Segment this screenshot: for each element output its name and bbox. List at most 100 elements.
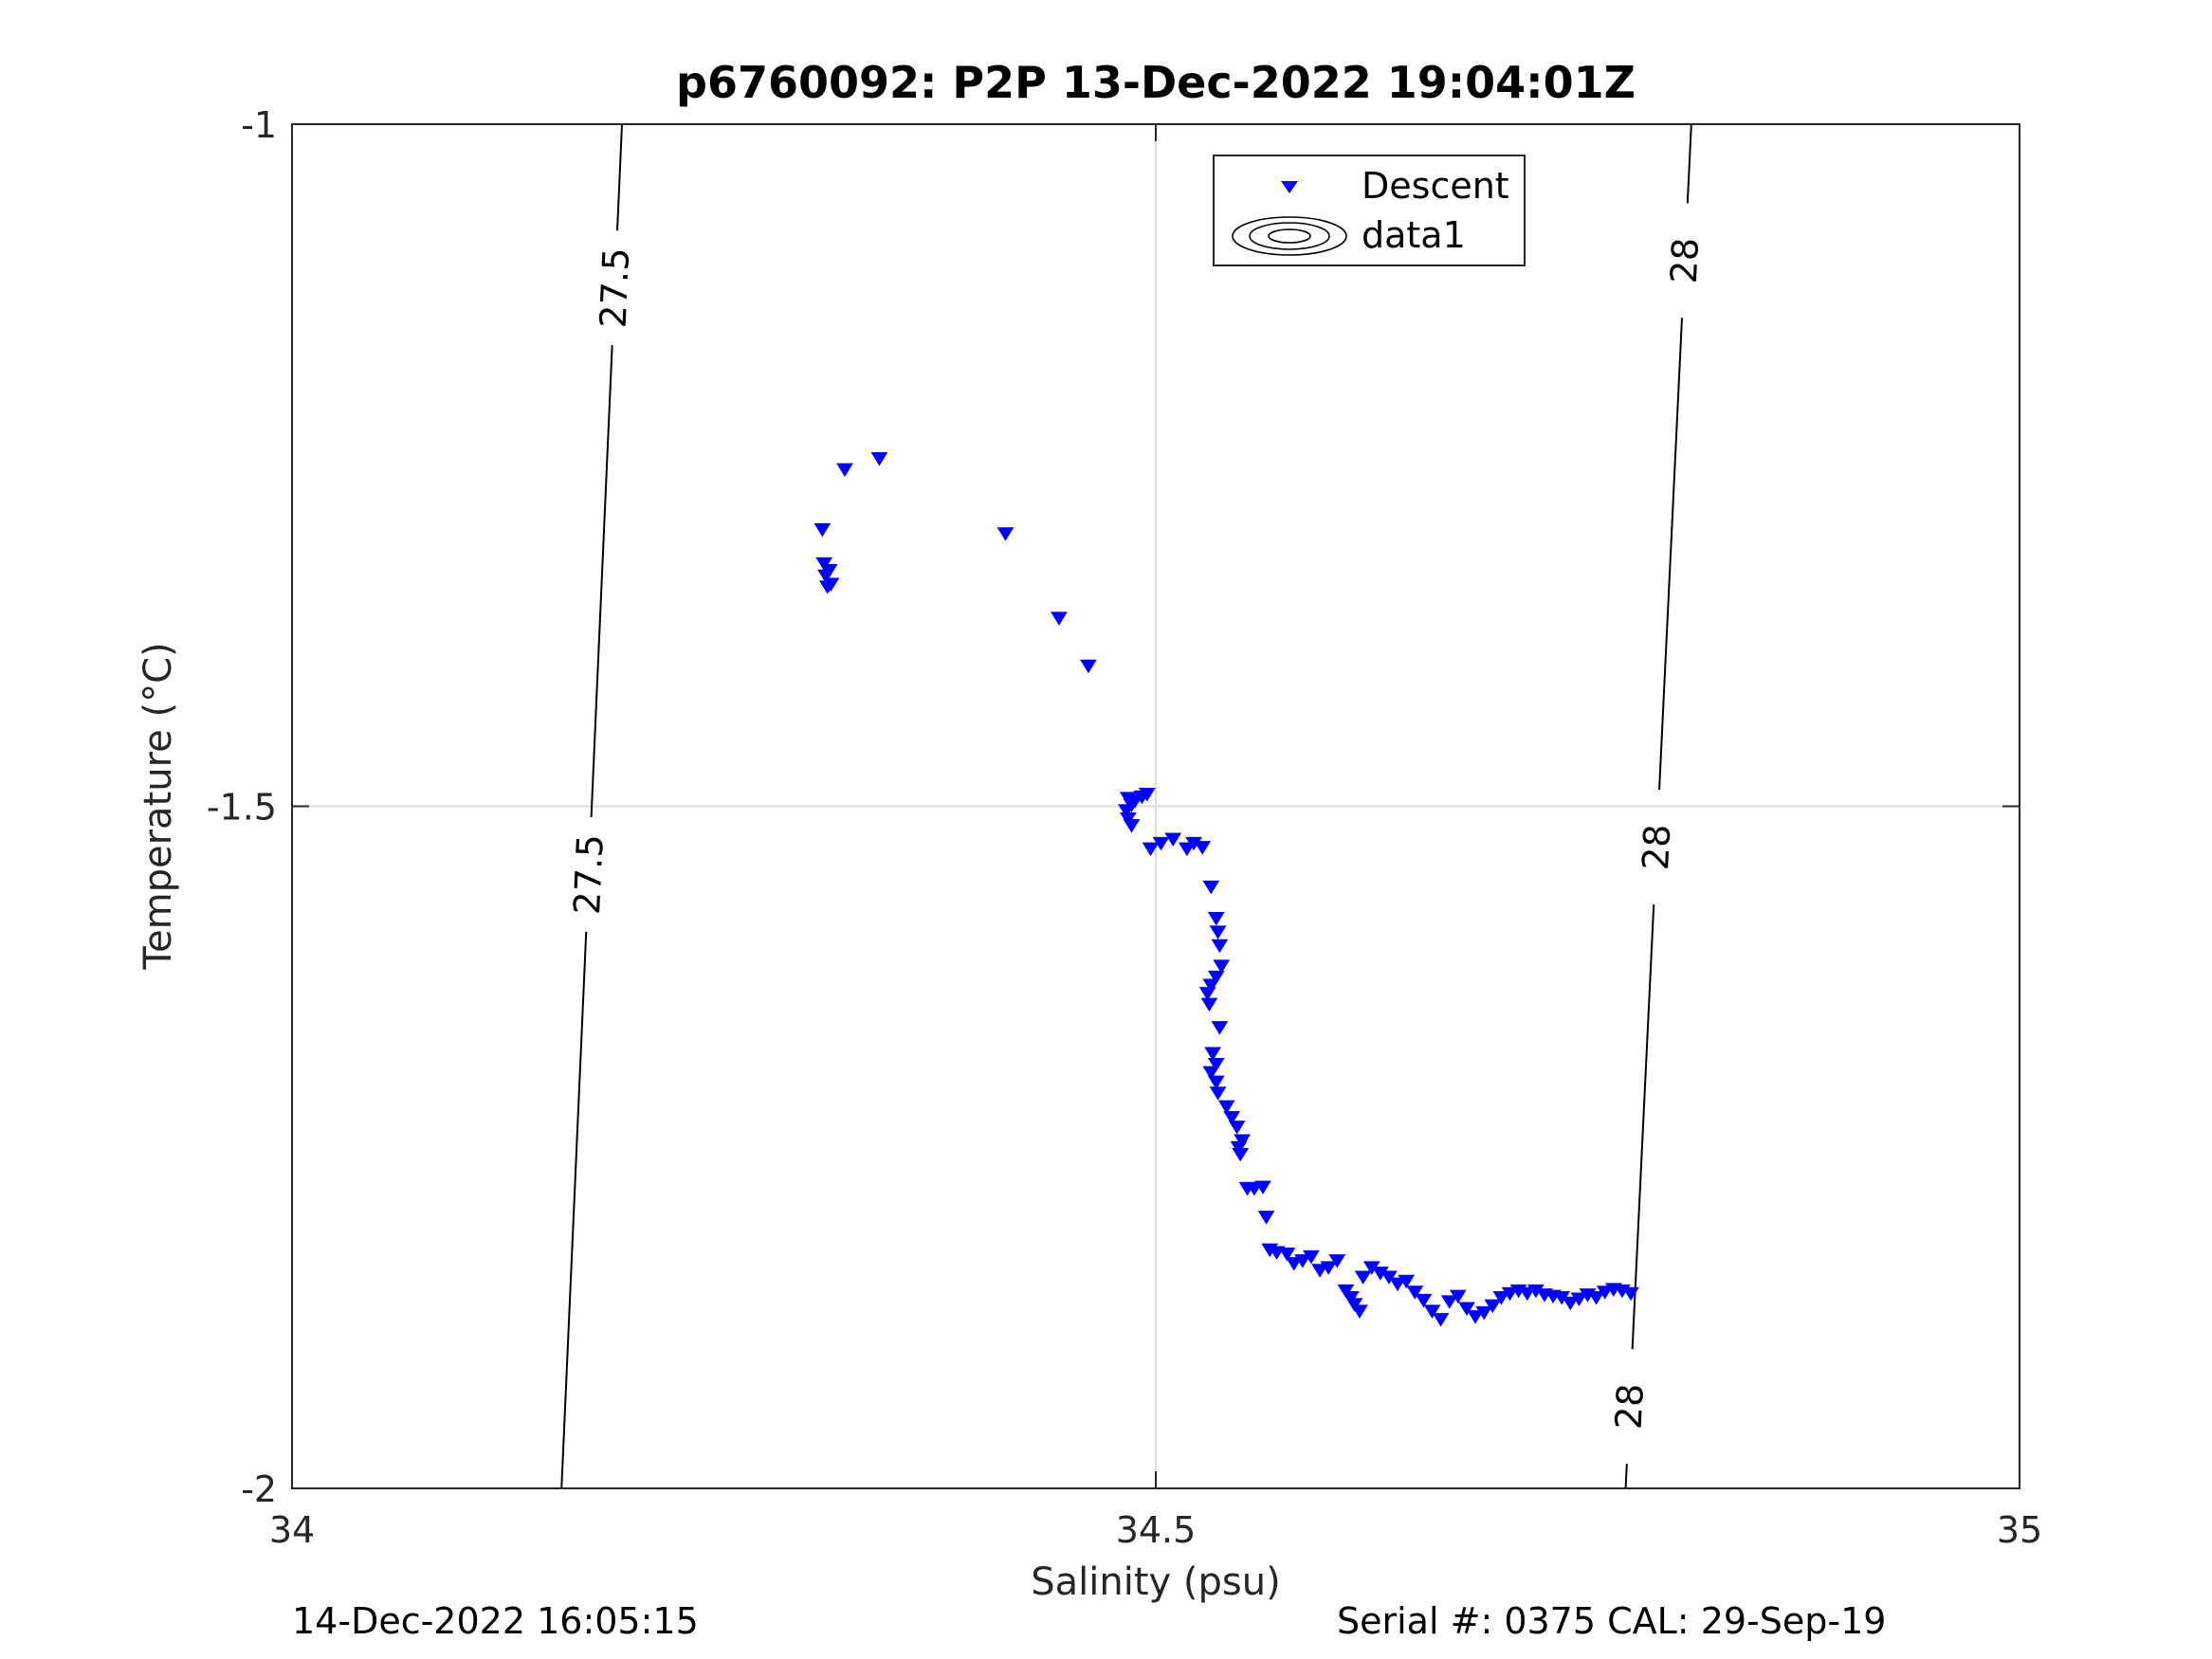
descent-point	[1303, 1249, 1320, 1265]
descent-point	[1351, 1304, 1368, 1319]
descent-point	[1123, 819, 1141, 833]
descent-point	[1596, 1285, 1614, 1300]
footer-serial-cal: Serial #: 0375 CAL: 29-Sep-19	[1337, 1600, 1887, 1642]
grid-lines	[292, 124, 2020, 1488]
descent-point	[1119, 811, 1137, 827]
descent-point	[1587, 1291, 1605, 1305]
tick-labels: 34 34.5 35 -2 -1.5 -1	[207, 104, 2042, 1551]
descent-points	[814, 452, 1639, 1327]
isopycnal-label: 27.5	[592, 246, 637, 328]
descent-point	[1200, 997, 1218, 1012]
chart-title: p6760092: P2P 13-Dec-2022 19:04:01Z	[676, 57, 1636, 108]
descent-point	[814, 522, 832, 538]
legend-contour-icon	[1232, 216, 1347, 256]
x-tick-label: 34	[269, 1509, 315, 1551]
descent-point	[1209, 1086, 1227, 1101]
descent-point	[1211, 1021, 1229, 1035]
descent-point	[1202, 978, 1220, 993]
isopycnal-line	[1631, 904, 1655, 1350]
x-axis-label: Salinity (psu)	[1031, 1560, 1280, 1604]
descent-point	[1449, 1289, 1467, 1304]
y-tick-label: -1.5	[207, 787, 277, 829]
descent-point	[1570, 1292, 1588, 1306]
isopycnal-line	[1658, 318, 1683, 791]
isopycnal-label: 27.5	[566, 833, 612, 915]
descent-point	[815, 556, 833, 572]
isopycnal-line	[560, 931, 588, 1489]
y-tick-label: -1	[241, 104, 277, 146]
descent-point	[1345, 1298, 1363, 1312]
x-tick-label: 35	[1997, 1509, 2042, 1551]
descent-point	[1415, 1293, 1433, 1308]
footer-timestamp: 14-Dec-2022 16:05:15	[292, 1600, 699, 1642]
descent-point	[1484, 1299, 1502, 1314]
descent-point	[822, 577, 840, 592]
descent-point	[1398, 1274, 1416, 1289]
descent-point	[1207, 1057, 1225, 1072]
descent-point	[1204, 1047, 1222, 1061]
descent-point	[1257, 1211, 1275, 1225]
descent-point	[1432, 1313, 1450, 1327]
isopycnal-line	[1624, 1464, 1628, 1489]
x-tick-label: 34.5	[1116, 1509, 1197, 1551]
descent-point	[1228, 1121, 1246, 1135]
descent-point	[1342, 1291, 1360, 1305]
descent-point	[1518, 1286, 1536, 1302]
descent-point	[1440, 1295, 1458, 1309]
descent-point	[1202, 1066, 1220, 1081]
legend-descent-marker	[1281, 181, 1298, 193]
descent-point	[1051, 611, 1068, 626]
descent-point	[1138, 788, 1156, 802]
descent-point	[1406, 1285, 1424, 1300]
descent-point	[1080, 659, 1097, 674]
descent-point	[1207, 1075, 1225, 1090]
legend-descent-label: Descent	[1362, 165, 1509, 207]
descent-point	[1458, 1302, 1475, 1317]
descent-point	[1209, 925, 1227, 939]
isopycnal-label: 28	[1608, 1382, 1652, 1430]
descent-point	[820, 564, 838, 578]
descent-point	[1337, 1284, 1355, 1299]
legend: Descent data1	[1213, 155, 1526, 266]
isopycnal-label: 28	[1663, 237, 1707, 284]
isopycnal-line	[616, 123, 624, 231]
isopycnal-label: 28	[1635, 823, 1678, 870]
descent-point	[1217, 1100, 1235, 1115]
descent-point	[1467, 1310, 1484, 1324]
descent-point	[836, 463, 853, 478]
descent-point	[1152, 836, 1170, 851]
descent-point	[1278, 1247, 1296, 1262]
descent-point	[1178, 842, 1196, 857]
descent-point	[996, 527, 1015, 541]
descent-point	[1354, 1270, 1372, 1285]
descent-point	[1492, 1291, 1510, 1305]
axis-ticks	[291, 123, 2020, 1489]
descent-point	[1230, 1140, 1248, 1156]
descent-point	[1380, 1270, 1398, 1285]
descent-point	[1320, 1261, 1338, 1275]
legend-data1-label: data1	[1362, 214, 1466, 256]
descent-point	[1211, 939, 1229, 954]
descent-point	[1234, 1134, 1251, 1149]
descent-point	[1202, 880, 1220, 895]
y-axis-label: Temperature (°C)	[137, 642, 180, 970]
descent-point	[1223, 1111, 1241, 1125]
descent-point	[1285, 1257, 1303, 1271]
descent-point	[1501, 1286, 1519, 1302]
descent-point	[1293, 1254, 1311, 1268]
descent-point	[1198, 987, 1216, 1001]
isopycnal-line	[590, 345, 613, 818]
descent-point	[1328, 1254, 1346, 1268]
descent-point	[1254, 1180, 1271, 1194]
descent-point	[1232, 1147, 1250, 1162]
descent-point	[1142, 842, 1160, 857]
descent-point	[1194, 841, 1212, 855]
descent-point	[1207, 911, 1225, 926]
descent-point	[1389, 1277, 1406, 1292]
descent-point	[1562, 1296, 1580, 1311]
descent-point	[1207, 970, 1225, 985]
descent-point	[1622, 1286, 1639, 1302]
descent-point	[870, 452, 888, 466]
descent-point	[1164, 832, 1182, 847]
